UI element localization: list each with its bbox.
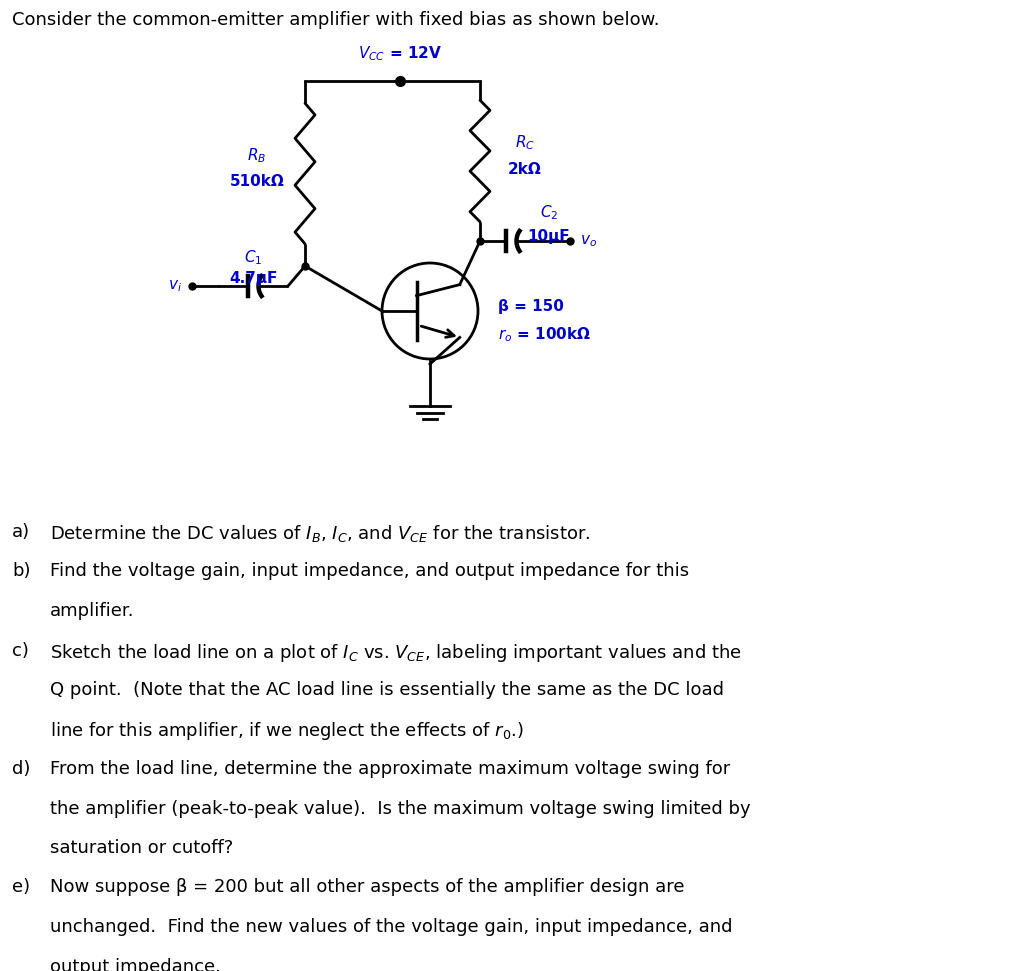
Text: a): a) xyxy=(12,523,31,541)
Text: $r_o$ = 100kΩ: $r_o$ = 100kΩ xyxy=(498,325,591,345)
Text: From the load line, determine the approximate maximum voltage swing for: From the load line, determine the approx… xyxy=(50,760,731,778)
Text: Sketch the load line on a plot of $I_C$ vs. $V_{CE}$, labeling important values : Sketch the load line on a plot of $I_C$ … xyxy=(50,642,742,663)
Text: $v_o$: $v_o$ xyxy=(580,233,597,249)
Text: Determine the DC values of $I_B$, $I_C$, and $V_{CE}$ for the transistor.: Determine the DC values of $I_B$, $I_C$,… xyxy=(50,523,590,544)
Text: 2kΩ: 2kΩ xyxy=(508,161,542,177)
Text: $R_C$: $R_C$ xyxy=(515,134,535,152)
Text: $R_B$: $R_B$ xyxy=(248,147,267,165)
Text: line for this amplifier, if we neglect the effects of $r_0$.): line for this amplifier, if we neglect t… xyxy=(50,720,524,743)
Text: $C_2$: $C_2$ xyxy=(540,204,558,222)
Text: unchanged.  Find the new values of the voltage gain, input impedance, and: unchanged. Find the new values of the vo… xyxy=(50,918,733,936)
Text: c): c) xyxy=(12,642,29,659)
Text: e): e) xyxy=(12,879,31,896)
Text: Q point.  (Note that the AC load line is essentially the same as the DC load: Q point. (Note that the AC load line is … xyxy=(50,681,725,699)
Text: d): d) xyxy=(12,760,31,778)
Text: the amplifier (peak-to-peak value).  Is the maximum voltage swing limited by: the amplifier (peak-to-peak value). Is t… xyxy=(50,799,751,818)
Text: saturation or cutoff?: saturation or cutoff? xyxy=(50,839,233,857)
Text: output impedance.: output impedance. xyxy=(50,957,221,971)
Text: Find the voltage gain, input impedance, and output impedance for this: Find the voltage gain, input impedance, … xyxy=(50,562,689,581)
Text: $V_{CC}$ = 12V: $V_{CC}$ = 12V xyxy=(358,45,442,63)
Text: 10μF: 10μF xyxy=(528,228,571,244)
Text: Consider the common-emitter amplifier with fixed bias as shown below.: Consider the common-emitter amplifier wi… xyxy=(12,11,659,29)
Text: β = 150: β = 150 xyxy=(498,298,564,314)
Text: b): b) xyxy=(12,562,31,581)
Text: $C_1$: $C_1$ xyxy=(244,249,262,267)
Text: $v_i$: $v_i$ xyxy=(168,278,182,294)
Text: 4.7μF: 4.7μF xyxy=(229,271,277,285)
Text: Now suppose β = 200 but all other aspects of the amplifier design are: Now suppose β = 200 but all other aspect… xyxy=(50,879,685,896)
Text: 510kΩ: 510kΩ xyxy=(229,174,284,189)
Text: amplifier.: amplifier. xyxy=(50,602,135,620)
